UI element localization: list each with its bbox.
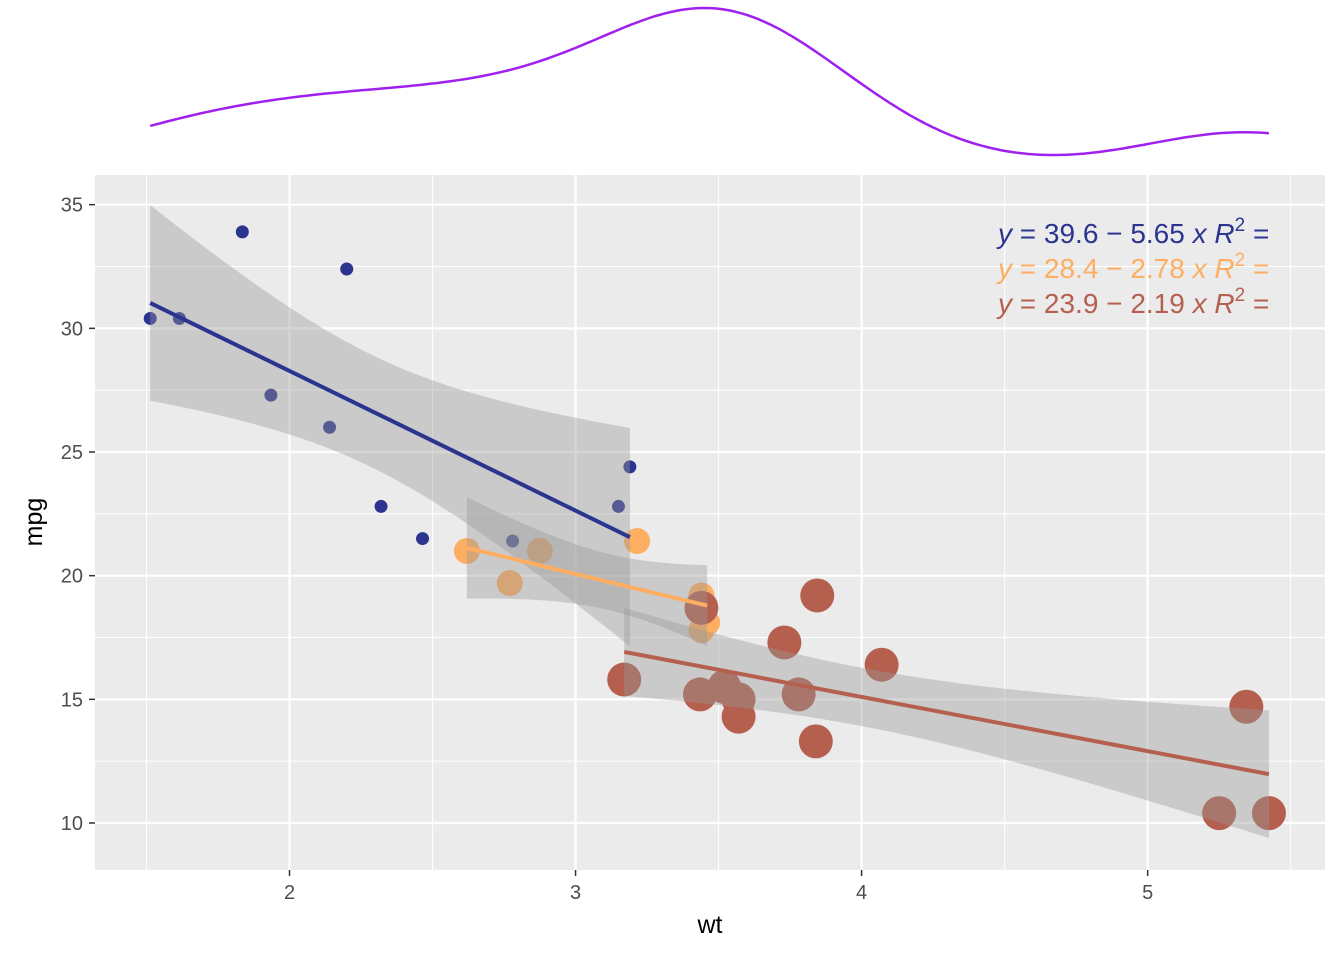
equation-part: R <box>1214 253 1234 284</box>
regression-line-cyl-6 <box>466 545 708 608</box>
y-tick-label: 20 <box>61 566 83 588</box>
equation-part: = 28.4 − 2.78 <box>1012 253 1193 284</box>
x-tick-label: 4 <box>856 882 867 904</box>
data-point-cyl-8 <box>864 647 899 682</box>
y-tick-label: 25 <box>61 442 83 464</box>
y-tick-label: 35 <box>61 195 83 217</box>
data-point-cyl-4 <box>340 262 354 276</box>
data-point-cyl-6 <box>688 617 715 644</box>
equation-part: 2 <box>1235 250 1246 271</box>
data-point-cyl-8 <box>721 682 756 717</box>
confidence-band-cyl-8 <box>624 607 1269 838</box>
equation-part <box>1207 218 1215 249</box>
equation-part: y <box>996 218 1014 249</box>
data-point-cyl-4 <box>374 499 388 513</box>
equation-label-cyl-8: y = 23.9 − 2.19 x R2 = <box>996 285 1269 319</box>
data-point-cyl-8 <box>767 625 802 660</box>
equation-part: R <box>1214 218 1234 249</box>
data-point-cyl-8 <box>798 724 833 759</box>
data-point-cyl-8 <box>800 578 835 613</box>
equation-part: = <box>1245 253 1269 284</box>
marginal-density <box>149 6 1269 157</box>
equation-part: y <box>996 253 1014 284</box>
confidence-band-cyl-6 <box>466 497 708 647</box>
equation-part: = <box>1245 218 1269 249</box>
regression-line-cyl-4 <box>149 301 631 539</box>
data-point-cyl-8 <box>607 662 642 697</box>
data-point-cyl-8 <box>1202 796 1237 831</box>
y-tick-label: 15 <box>61 689 83 711</box>
data-point-cyl-4 <box>323 420 337 434</box>
equation-part: = 23.9 − 2.19 <box>1012 288 1193 319</box>
data-point-cyl-4 <box>623 460 637 474</box>
regression-line-cyl-8 <box>623 649 1270 777</box>
data-point-cyl-6 <box>453 537 480 564</box>
equation-labels: y = 39.6 − 5.65 x R2 =y = 28.4 − 2.78 x … <box>996 215 1269 319</box>
equation-part: x <box>1191 288 1208 319</box>
points <box>143 225 1286 831</box>
data-point-cyl-6 <box>624 528 651 555</box>
equation-label-cyl-4: y = 39.6 − 5.65 x R2 = <box>996 215 1269 249</box>
data-point-cyl-4 <box>506 534 520 548</box>
equation-part: 2 <box>1235 285 1246 306</box>
y-tick-label: 30 <box>61 318 83 340</box>
equation-part: x <box>1191 253 1208 284</box>
equation-part: 2 <box>1235 215 1246 236</box>
equation-part: y <box>996 288 1014 319</box>
equation-part: = <box>1245 288 1269 319</box>
equation-part <box>1207 253 1215 284</box>
equation-label-cyl-6: y = 28.4 − 2.78 x R2 = <box>996 250 1269 284</box>
gridlines <box>95 175 1325 870</box>
data-point-cyl-4 <box>264 388 278 402</box>
data-point-cyl-4 <box>416 532 430 546</box>
data-point-cyl-4 <box>235 225 249 239</box>
x-axis-title: wt <box>697 911 723 939</box>
data-point-cyl-8 <box>684 590 719 625</box>
x-tick-label: 5 <box>1142 882 1153 904</box>
data-point-cyl-8 <box>682 677 717 712</box>
x-tick-label: 3 <box>570 882 581 904</box>
data-point-cyl-6 <box>496 570 523 597</box>
plot-panel <box>95 175 1325 870</box>
equation-part <box>1207 288 1215 319</box>
data-point-cyl-4 <box>611 499 625 513</box>
confidence-band-cyl-4 <box>150 205 630 647</box>
equation-part: = 39.6 − 5.65 <box>1012 218 1193 249</box>
y-tick-label: 10 <box>61 813 83 835</box>
density-curve <box>149 6 1269 157</box>
axes: 2 3 4 5 10 15 20 25 30 35 <box>61 195 1153 904</box>
x-tick-label: 2 <box>284 882 295 904</box>
y-axis-title: mpg <box>20 498 48 547</box>
data-point-cyl-6 <box>526 537 553 564</box>
data-point-cyl-4 <box>143 311 157 325</box>
data-point-cyl-8 <box>1251 796 1286 831</box>
equation-part: x <box>1191 218 1208 249</box>
regression-fits <box>149 205 1270 838</box>
equation-part: R <box>1214 288 1234 319</box>
data-point-cyl-8 <box>1229 689 1264 724</box>
